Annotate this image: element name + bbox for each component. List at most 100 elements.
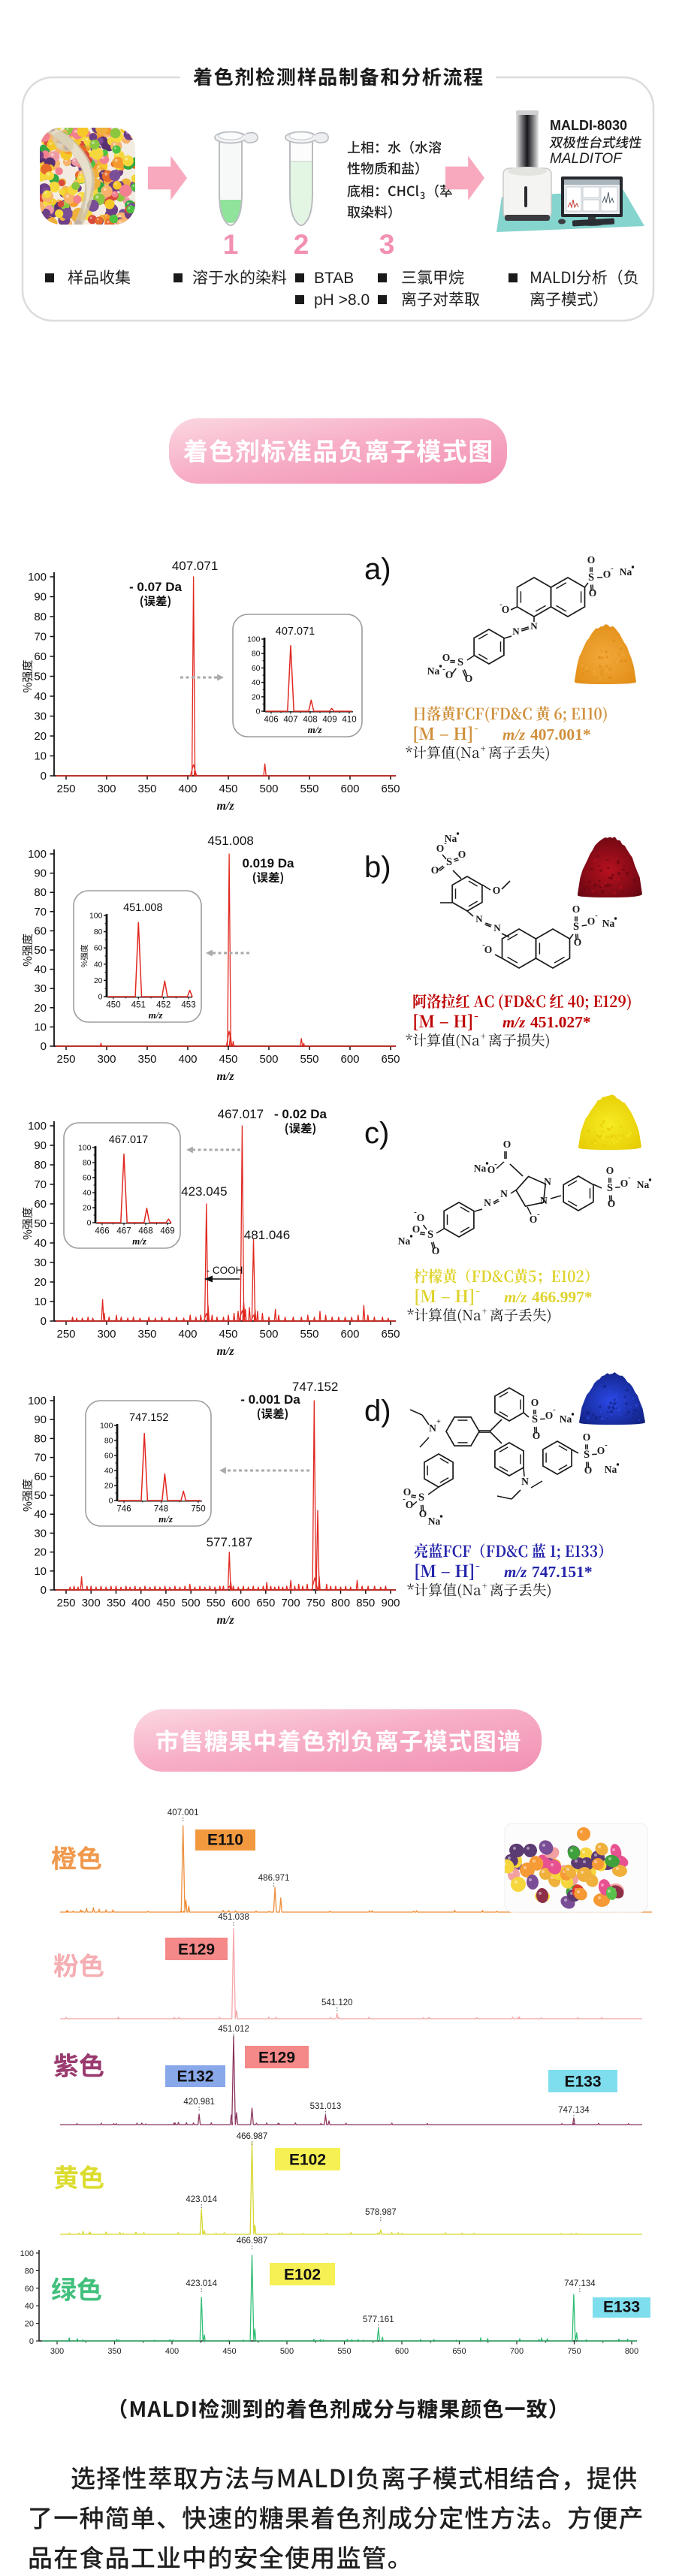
svg-text:d): d) [364, 1395, 391, 1428]
svg-text:90: 90 [34, 1413, 47, 1426]
svg-text:350: 350 [107, 2347, 121, 2356]
svg-text:407.071: 407.071 [276, 626, 315, 638]
svg-text:0: 0 [87, 1219, 92, 1228]
svg-text:747.151*: 747.151* [532, 1563, 593, 1581]
svg-text:100: 100 [28, 1120, 47, 1133]
svg-text:500: 500 [259, 783, 278, 795]
svg-text:N: N [544, 1176, 551, 1187]
svg-text:80: 80 [83, 1159, 92, 1168]
svg-text:-: - [537, 1210, 540, 1219]
svg-text:300: 300 [97, 783, 116, 795]
svg-text:-: - [442, 665, 445, 674]
svg-text:-: - [605, 1440, 608, 1449]
svg-text:O: O [442, 652, 451, 663]
svg-text:40: 40 [25, 2302, 34, 2311]
svg-text:S: S [446, 856, 452, 868]
svg-text:O: O [493, 885, 501, 896]
svg-text:30: 30 [34, 710, 47, 723]
svg-text:O: O [587, 915, 596, 927]
svg-text:90: 90 [34, 867, 47, 880]
svg-text:100: 100 [78, 1144, 92, 1153]
svg-text:747.152: 747.152 [292, 1380, 338, 1394]
svg-text:100: 100 [89, 912, 103, 921]
svg-text:452: 452 [156, 1001, 171, 1010]
svg-text:60: 60 [94, 944, 103, 953]
svg-text:600: 600 [340, 1328, 359, 1341]
svg-text:40: 40 [83, 1189, 92, 1198]
svg-text:S: S [532, 1413, 538, 1425]
svg-text:O: O [431, 864, 439, 876]
svg-text:407: 407 [283, 716, 297, 725]
svg-text:S: S [457, 656, 463, 668]
svg-text:O: O [436, 843, 445, 854]
svg-text:481.046: 481.046 [244, 1228, 290, 1242]
svg-text:O: O [531, 1397, 539, 1408]
svg-text:250: 250 [56, 1597, 75, 1609]
svg-text:2: 2 [294, 229, 309, 260]
svg-text:420.981: 420.981 [183, 2098, 215, 2107]
svg-text:400: 400 [178, 783, 197, 795]
svg-text:850: 850 [356, 1597, 375, 1609]
svg-text:451.008: 451.008 [207, 834, 253, 848]
svg-text:N: N [429, 1422, 436, 1434]
svg-text:750: 750 [191, 1505, 205, 1514]
svg-text:100: 100 [28, 571, 47, 584]
svg-text:- 0.001 Da: - 0.001 Da [240, 1392, 300, 1407]
svg-text:-: - [444, 839, 447, 848]
svg-text:0: 0 [109, 1497, 113, 1506]
svg-text:20: 20 [252, 692, 261, 701]
svg-text:80: 80 [34, 886, 47, 899]
svg-text:O: O [458, 849, 466, 860]
svg-text:450: 450 [219, 1328, 237, 1341]
svg-text:N: N [493, 922, 501, 934]
svg-text:20: 20 [25, 2320, 34, 2329]
svg-text:466.997*: 466.997* [532, 1288, 593, 1306]
svg-text:300: 300 [97, 1328, 116, 1341]
svg-text:450: 450 [106, 1001, 120, 1010]
svg-text:500: 500 [259, 1328, 278, 1341]
svg-text:747.134: 747.134 [564, 2279, 596, 2288]
svg-text:80: 80 [104, 1437, 113, 1446]
svg-text:453: 453 [181, 1001, 195, 1010]
svg-text:100: 100 [28, 848, 47, 861]
svg-text:350: 350 [107, 1597, 125, 1609]
svg-text:410: 410 [342, 716, 356, 725]
svg-text:Na: Na [427, 665, 440, 677]
svg-text:- 0.07 Da: - 0.07 Da [129, 580, 182, 594]
svg-text:550: 550 [337, 2347, 351, 2356]
svg-text:a): a) [364, 553, 391, 586]
svg-text:400: 400 [178, 1328, 197, 1341]
svg-text:E132: E132 [177, 2068, 213, 2086]
svg-text:250: 250 [56, 1328, 75, 1341]
svg-text:500: 500 [182, 1597, 201, 1609]
svg-text:80: 80 [34, 1159, 47, 1172]
svg-text:40: 40 [252, 678, 261, 687]
svg-text:m/z: m/z [216, 1070, 234, 1083]
svg-text:80: 80 [34, 1432, 47, 1445]
svg-text:0: 0 [41, 1584, 47, 1597]
svg-text:-: - [403, 1495, 406, 1504]
svg-text:S: S [588, 572, 594, 584]
svg-text:650: 650 [381, 1328, 400, 1341]
svg-text:Na: Na [620, 566, 632, 578]
svg-text:O: O [583, 1431, 591, 1443]
svg-text:S: S [427, 1229, 433, 1241]
svg-text:468: 468 [138, 1227, 152, 1236]
svg-text:600: 600 [395, 2347, 409, 2356]
svg-text:600: 600 [340, 783, 359, 795]
svg-text:BTAB: BTAB [314, 270, 354, 287]
svg-text:0: 0 [29, 2337, 34, 2346]
svg-text:O: O [608, 1198, 616, 1209]
svg-text:650: 650 [256, 1597, 275, 1609]
svg-text:407.001*: 407.001* [530, 725, 591, 744]
svg-text:40: 40 [34, 964, 47, 976]
svg-text:30: 30 [34, 982, 47, 995]
svg-text:80: 80 [94, 928, 103, 937]
svg-text:m/z: m/z [132, 1235, 147, 1247]
svg-text:- 0.02 Da: - 0.02 Da [274, 1107, 327, 1121]
svg-text:451.008: 451.008 [123, 902, 162, 914]
svg-text:m/z: m/z [502, 1013, 526, 1031]
svg-text:451.038: 451.038 [218, 1913, 249, 1922]
svg-text:600: 600 [231, 1597, 250, 1609]
svg-text:467: 467 [116, 1227, 131, 1236]
